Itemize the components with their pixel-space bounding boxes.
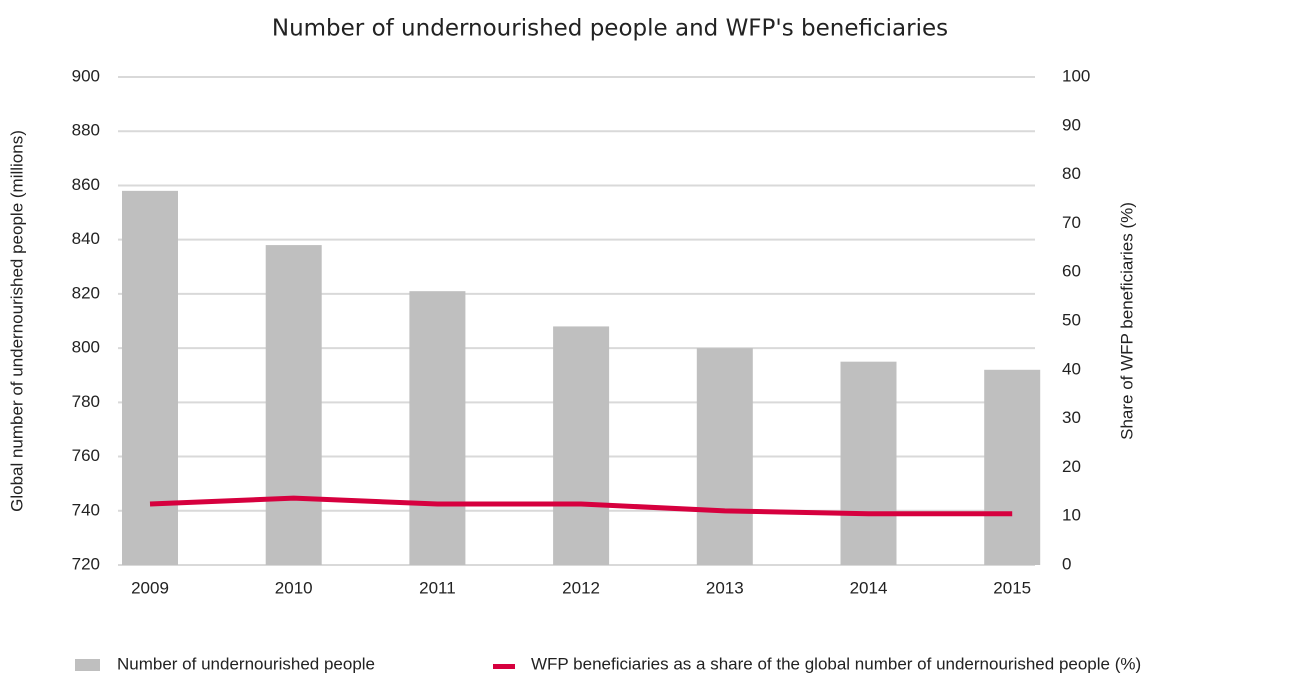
y2-tick-label: 90 bbox=[1062, 115, 1081, 134]
y2-tick-label: 10 bbox=[1062, 506, 1081, 525]
legend-label: Number of undernourished people bbox=[117, 654, 375, 673]
y-tick-label: 740 bbox=[72, 500, 100, 519]
x-tick-label: 2014 bbox=[850, 578, 888, 597]
y-tick-label: 780 bbox=[72, 392, 100, 411]
x-tick-label: 2010 bbox=[275, 578, 313, 597]
y2-tick-label: 70 bbox=[1062, 213, 1081, 232]
bar bbox=[984, 369, 1041, 565]
y2-tick-label: 20 bbox=[1062, 457, 1081, 476]
line bbox=[149, 495, 1013, 517]
x-tick-label: 2011 bbox=[419, 578, 456, 597]
bar bbox=[553, 326, 610, 565]
chart-title: Number of undernourished people and WFP'… bbox=[272, 16, 948, 42]
y2-tick-label: 0 bbox=[1062, 554, 1071, 573]
x-tick-label: 2009 bbox=[131, 578, 169, 597]
y-axis-label: Global number of undernourished people (… bbox=[7, 130, 26, 512]
y-tick-label: 720 bbox=[72, 554, 100, 573]
legend-label: WFP beneficiaries as a share of the glob… bbox=[531, 654, 1141, 673]
legend-swatch bbox=[493, 664, 515, 669]
x-tick-label: 2015 bbox=[993, 578, 1031, 597]
y2-axis-label: Share of WFP beneficiaries (%) bbox=[1117, 202, 1136, 440]
y-tick-label: 840 bbox=[72, 229, 100, 248]
y2-tick-label: 100 bbox=[1062, 66, 1090, 85]
y-tick-label: 880 bbox=[72, 121, 100, 140]
y-tick-label: 800 bbox=[72, 338, 100, 357]
y2-tick-label: 60 bbox=[1062, 262, 1081, 281]
x-tick-label: 2013 bbox=[706, 578, 744, 597]
bar bbox=[122, 190, 178, 565]
y-tick-label: 860 bbox=[72, 175, 100, 194]
legend-swatch bbox=[75, 659, 100, 671]
bar bbox=[265, 245, 322, 566]
y2-tick-label: 40 bbox=[1062, 359, 1081, 378]
y2-tick-label: 50 bbox=[1062, 310, 1081, 329]
y2-tick-label: 80 bbox=[1062, 164, 1081, 183]
y-tick-label: 760 bbox=[72, 446, 100, 465]
bar bbox=[696, 348, 753, 565]
bar bbox=[409, 291, 466, 565]
y2-tick-label: 30 bbox=[1062, 408, 1081, 427]
y-tick-label: 900 bbox=[72, 66, 100, 85]
y-tick-label: 820 bbox=[72, 283, 100, 302]
x-tick-label: 2012 bbox=[562, 578, 600, 597]
bar bbox=[840, 361, 897, 565]
